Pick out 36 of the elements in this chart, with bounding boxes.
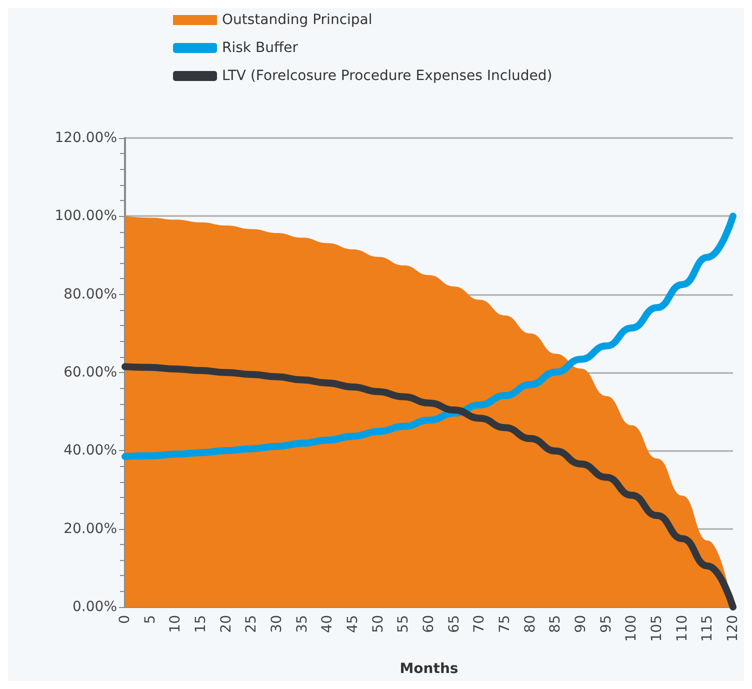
y-tick-label: 0.00% xyxy=(72,599,117,615)
x-tick-label: 65 xyxy=(446,615,462,633)
y-tick-label: 60.00% xyxy=(64,364,117,380)
x-tick-label: 0 xyxy=(117,615,133,624)
y-tick-label: 20.00% xyxy=(64,520,117,537)
x-tick-label: 45 xyxy=(345,615,361,633)
y-tick-label: 100.00% xyxy=(54,208,117,224)
x-tick-label: 30 xyxy=(269,615,285,633)
x-tick-label: 10 xyxy=(168,615,184,633)
x-tick-label: 120 xyxy=(725,615,741,642)
x-tick-label: 35 xyxy=(294,615,310,633)
legend-label: Outstanding Principal xyxy=(222,12,372,28)
x-tick-label: 80 xyxy=(522,615,538,633)
x-tick-label: 110 xyxy=(674,615,690,642)
x-tick-label: 5 xyxy=(142,615,158,624)
x-tick-label: 75 xyxy=(497,615,513,633)
x-tick-label: 50 xyxy=(370,615,386,633)
x-tick-label: 40 xyxy=(320,615,336,633)
y-tick-label: 80.00% xyxy=(64,286,117,302)
x-tick-label: 55 xyxy=(396,615,412,633)
y-tick-label: 40.00% xyxy=(64,442,117,459)
x-tick-label: 70 xyxy=(472,615,488,633)
y-tick-label: 120.00% xyxy=(54,130,117,146)
x-tick-label: 95 xyxy=(598,615,614,633)
x-tick-label: 15 xyxy=(193,615,209,633)
x-tick-label: 100 xyxy=(624,615,640,642)
x-tick-label: 25 xyxy=(244,615,260,633)
x-tick-label: 60 xyxy=(421,615,437,633)
x-tick-label: 115 xyxy=(700,615,716,642)
legend-label: Risk Buffer xyxy=(222,40,298,56)
x-tick-label: 85 xyxy=(548,615,564,633)
x-tick-label: 105 xyxy=(649,615,665,642)
x-axis-title: Months xyxy=(400,661,458,677)
x-tick-label: 90 xyxy=(573,615,589,633)
x-tick-label: 20 xyxy=(218,615,234,633)
legend-label: LTV (Forelcosure Procedure Expenses Included) xyxy=(222,68,552,84)
